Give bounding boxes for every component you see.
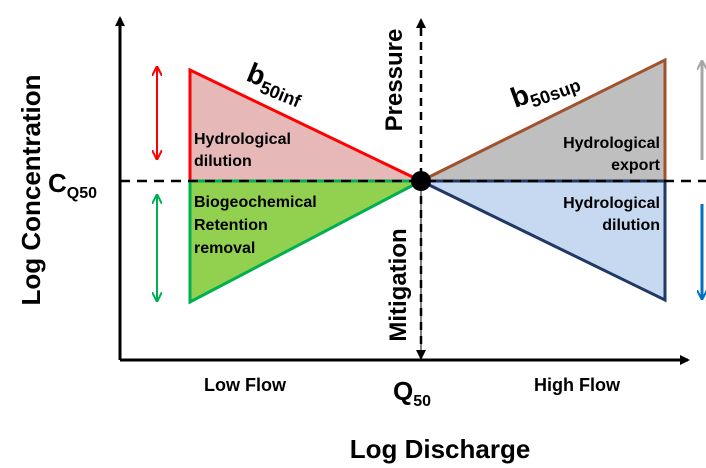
region-label: Hydrological: [194, 131, 291, 148]
q50-point: [411, 171, 431, 191]
x-axis-label: Log Discharge: [350, 434, 531, 464]
cq50-label: CQ50: [48, 168, 97, 202]
mitigation-label: Mitigation: [385, 228, 412, 341]
cq50-main: C: [48, 168, 67, 198]
q50-main: Q: [393, 376, 413, 406]
region-label: Hydrological: [563, 195, 660, 212]
region-label: Retention: [194, 217, 268, 234]
region-label: removal: [194, 240, 255, 257]
y-axis-label: Log Concentration: [16, 74, 46, 305]
region-label: dilution: [194, 153, 252, 170]
region-label: dilution: [602, 217, 660, 234]
cq50-sub: Q50: [67, 185, 97, 202]
q50-label: Q50: [393, 376, 431, 410]
mitigation-right-triangle: [420, 179, 667, 303]
q50-sub: 50: [413, 393, 431, 410]
low-flow-label: Low Flow: [204, 375, 287, 395]
high-flow-label: High Flow: [534, 375, 621, 395]
region-label: Hydrological: [563, 135, 660, 152]
region-labels: Hydrological dilution Biogeochemical Retent…: [194, 131, 661, 257]
region-label: export: [611, 157, 661, 174]
pressure-label: Pressure: [381, 29, 408, 132]
mitigation-left-triangle: [188, 179, 422, 305]
region-label: Biogeochemical: [194, 194, 317, 211]
